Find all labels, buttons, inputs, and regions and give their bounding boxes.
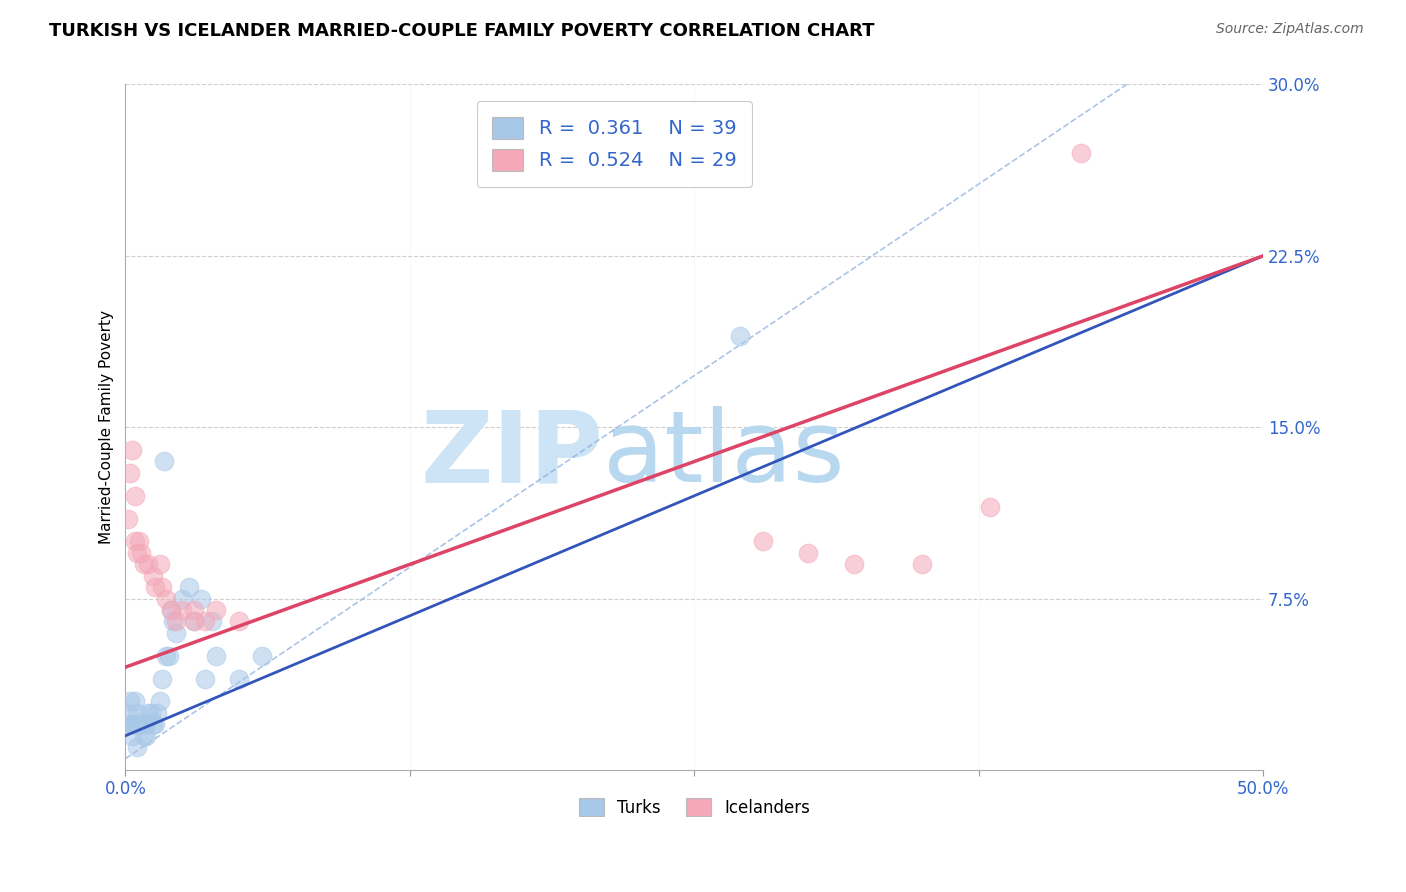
Point — [125, 740, 148, 755]
Point — [150, 672, 173, 686]
Point — [157, 648, 180, 663]
Point — [205, 603, 228, 617]
Point — [153, 454, 176, 468]
Point — [172, 591, 194, 606]
Point — [183, 615, 205, 629]
Point — [142, 568, 165, 582]
Point — [842, 558, 865, 572]
Point — [797, 546, 820, 560]
Legend: Turks, Icelanders: Turks, Icelanders — [572, 791, 817, 823]
Text: ZIP: ZIP — [420, 406, 603, 503]
Point — [150, 580, 173, 594]
Point — [162, 615, 184, 629]
Point — [118, 694, 141, 708]
Point — [118, 717, 141, 731]
Point — [194, 615, 217, 629]
Point — [125, 717, 148, 731]
Point — [165, 615, 187, 629]
Point — [143, 717, 166, 731]
Point — [136, 706, 159, 720]
Point — [728, 328, 751, 343]
Point — [128, 717, 150, 731]
Point — [160, 603, 183, 617]
Text: atlas: atlas — [603, 406, 845, 503]
Point — [124, 717, 146, 731]
Point — [117, 706, 139, 720]
Text: TURKISH VS ICELANDER MARRIED-COUPLE FAMILY POVERTY CORRELATION CHART: TURKISH VS ICELANDER MARRIED-COUPLE FAMI… — [49, 22, 875, 40]
Point — [121, 717, 143, 731]
Text: Source: ZipAtlas.com: Source: ZipAtlas.com — [1216, 22, 1364, 37]
Point — [183, 615, 205, 629]
Point — [136, 558, 159, 572]
Point — [131, 546, 153, 560]
Point — [124, 694, 146, 708]
Point — [751, 534, 773, 549]
Point — [250, 648, 273, 663]
Point — [132, 558, 155, 572]
Point — [172, 603, 194, 617]
Point — [142, 717, 165, 731]
Point — [979, 500, 1001, 515]
Point — [125, 706, 148, 720]
Point — [117, 511, 139, 525]
Point — [155, 648, 177, 663]
Point — [139, 706, 162, 720]
Point — [135, 717, 157, 731]
Point — [132, 729, 155, 743]
Point — [201, 615, 224, 629]
Point — [205, 648, 228, 663]
Point — [146, 706, 169, 720]
Point — [155, 591, 177, 606]
Point — [124, 534, 146, 549]
Point — [135, 729, 157, 743]
Point — [118, 466, 141, 480]
Point — [228, 615, 250, 629]
Point — [121, 443, 143, 458]
Point — [149, 558, 172, 572]
Point — [124, 489, 146, 503]
Point — [194, 672, 217, 686]
Point — [228, 672, 250, 686]
Point — [121, 729, 143, 743]
Point — [143, 580, 166, 594]
Point — [131, 717, 153, 731]
Point — [1070, 146, 1092, 161]
Point — [160, 603, 183, 617]
Point — [179, 580, 201, 594]
Y-axis label: Married-Couple Family Poverty: Married-Couple Family Poverty — [100, 310, 114, 544]
Point — [911, 558, 934, 572]
Point — [165, 626, 187, 640]
Point — [132, 717, 155, 731]
Point — [149, 694, 172, 708]
Point — [183, 603, 205, 617]
Point — [190, 591, 212, 606]
Point — [125, 546, 148, 560]
Point — [128, 534, 150, 549]
